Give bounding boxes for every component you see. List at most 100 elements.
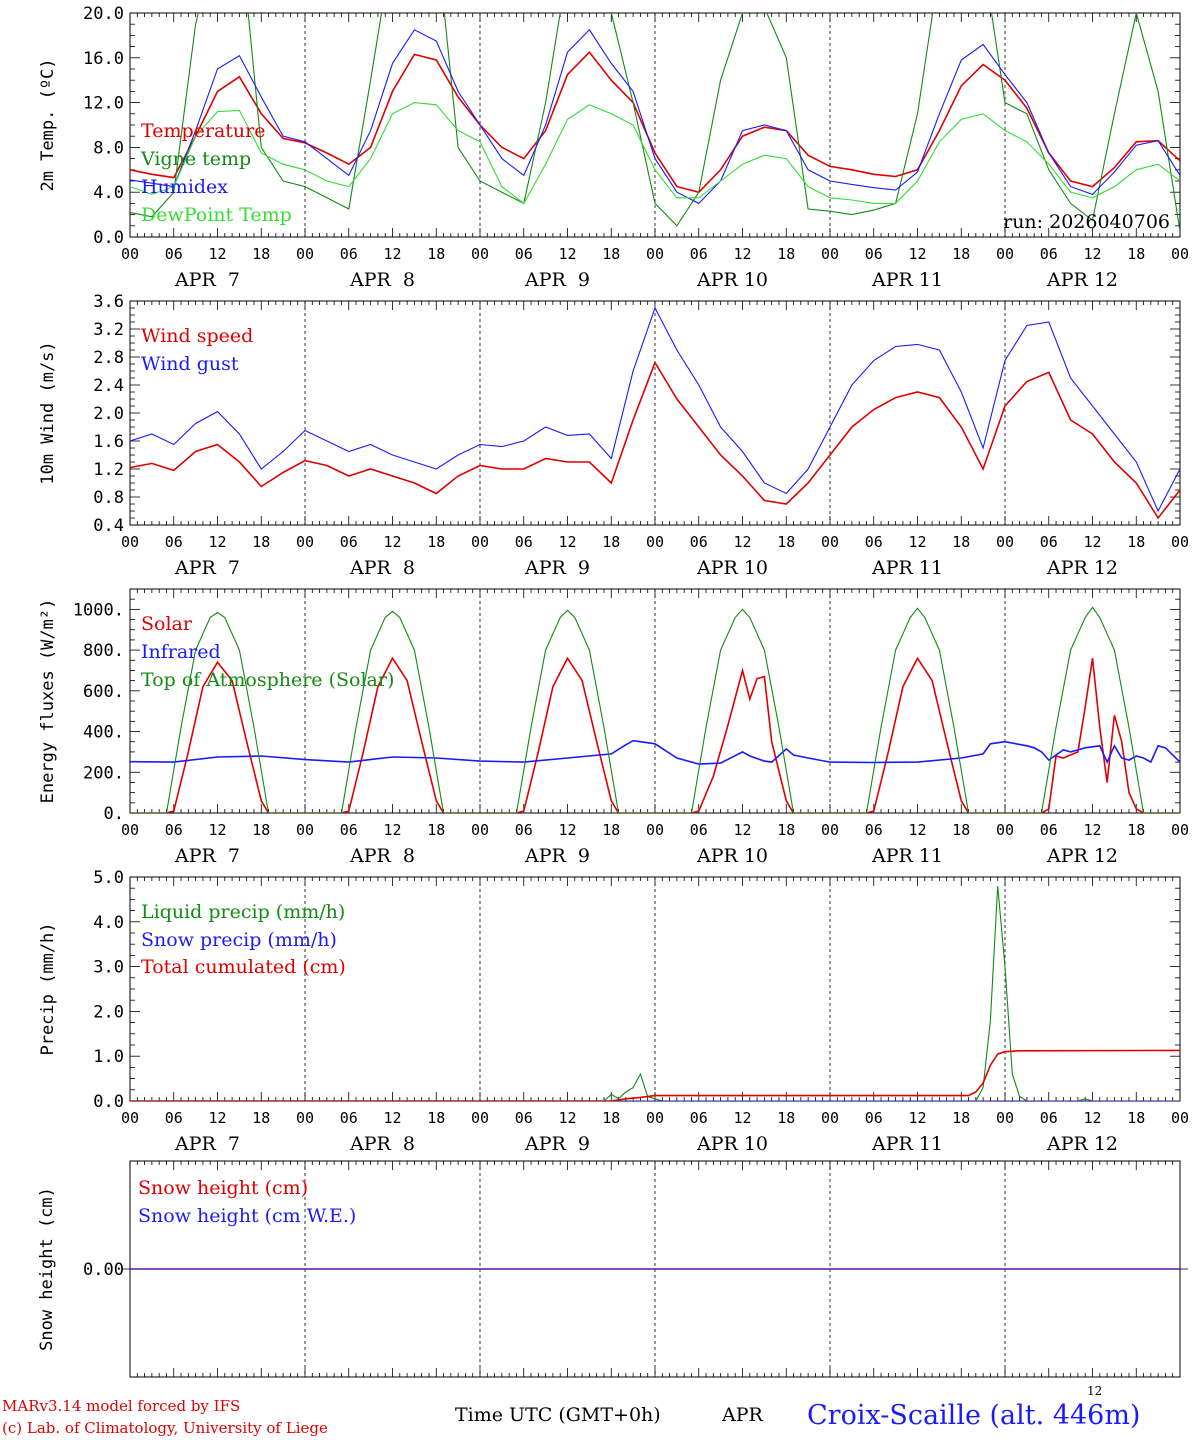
legend-entry: Temperature (141, 120, 265, 142)
hour-label: 18 (602, 1109, 620, 1127)
legend-entry: Infrared (141, 641, 221, 663)
hour-label: 18 (602, 821, 620, 839)
legend-entry: Snow precip (mm/h) (141, 929, 337, 951)
hour-label: 00 (121, 821, 139, 839)
hour-label: 06 (865, 1109, 883, 1127)
y-tick-label: 600. (83, 682, 124, 702)
y-tick-label: 3.2 (93, 320, 124, 340)
y-tick-label: 1.2 (93, 460, 124, 480)
legend-entry: Vigne temp (140, 148, 251, 170)
legend-entry: DewPoint Temp (141, 204, 292, 226)
hour-label: 18 (777, 1109, 795, 1127)
hour-label: 12 (383, 245, 401, 263)
hour-label: 12 (908, 245, 926, 263)
hour-label: 00 (121, 533, 139, 551)
day-label: APR 10 (696, 1133, 768, 1155)
hour-label: 06 (515, 821, 533, 839)
day-label: APR 7 (174, 1133, 240, 1155)
hour-label: 12 (383, 821, 401, 839)
hour-label: 12 (208, 533, 226, 551)
hour-label: 12 (733, 245, 751, 263)
hour-label: 00 (646, 821, 664, 839)
hour-label: 18 (777, 821, 795, 839)
hour-label: 12 (208, 245, 226, 263)
hour-label: 18 (777, 245, 795, 263)
hour-label: 18 (252, 821, 270, 839)
hour-label: 18 (952, 245, 970, 263)
hour-label: 12 (558, 821, 576, 839)
hour-label: 00 (821, 1109, 839, 1127)
day-label: APR 11 (871, 269, 943, 291)
legend-entry: Solar (141, 613, 193, 635)
y-tick-label: 2.4 (93, 376, 124, 396)
y-tick-label: 3.0 (93, 958, 124, 978)
y-axis-title: Snow height (cm) (37, 1187, 57, 1351)
hour-label: 00 (296, 533, 314, 551)
y-tick-label: 2.8 (93, 348, 124, 368)
legend-entry: Wind speed (141, 325, 253, 347)
hour-label: 00 (1171, 533, 1189, 551)
hour-label: 12 (1083, 245, 1101, 263)
hour-label: 18 (602, 533, 620, 551)
hour-label: 00 (296, 245, 314, 263)
day-label: APR 9 (524, 557, 590, 579)
day-label: APR 9 (524, 1133, 590, 1155)
hour-label: 06 (1040, 533, 1058, 551)
y-tick-label: 20.0 (83, 4, 124, 24)
hour-label: 00 (1171, 1109, 1189, 1127)
day-label: APR 12 (1046, 1133, 1118, 1155)
small-day-label: 12 (1087, 1384, 1103, 1398)
hour-label: 00 (996, 533, 1014, 551)
y-tick-label: 0.00 (83, 1260, 124, 1280)
hour-label: 06 (690, 1109, 708, 1127)
legend-entry: Snow height (cm W.E.) (138, 1205, 356, 1227)
y-tick-label: 12.0 (83, 94, 124, 114)
hour-label: 18 (1127, 533, 1145, 551)
hour-label: 06 (1040, 821, 1058, 839)
hour-label: 06 (340, 245, 358, 263)
y-tick-label: 16.0 (83, 49, 124, 69)
hour-label: 06 (340, 1109, 358, 1127)
y-tick-label: 1000. (73, 600, 124, 620)
hour-label: 18 (427, 821, 445, 839)
hour-label: 12 (908, 821, 926, 839)
series-line-humidex (130, 28, 1180, 205)
hour-label: 18 (952, 821, 970, 839)
hour-label: 00 (821, 533, 839, 551)
hour-label: 06 (340, 533, 358, 551)
hour-label: 00 (296, 821, 314, 839)
hour-label: 06 (865, 821, 883, 839)
y-tick-label: 8.0 (93, 138, 124, 158)
legend-entry: Top of Atmosphere (Solar) (141, 669, 394, 691)
hour-label: 12 (383, 1109, 401, 1127)
day-label: APR 9 (524, 845, 590, 867)
legend-entry: Snow height (cm) (138, 1177, 308, 1199)
day-label: APR 9 (524, 269, 590, 291)
hour-label: 00 (471, 245, 489, 263)
hour-label: 12 (733, 533, 751, 551)
series-line-vigne-temp (130, 13, 1180, 232)
month-label: APR (722, 1404, 763, 1426)
day-label: APR 10 (696, 557, 768, 579)
series-line-infrared (130, 739, 1180, 765)
hour-label: 06 (515, 1109, 533, 1127)
hour-label: 12 (208, 821, 226, 839)
hour-label: 18 (427, 533, 445, 551)
hour-label: 00 (646, 1109, 664, 1127)
hour-label: 18 (777, 533, 795, 551)
hour-label: 12 (383, 533, 401, 551)
hour-label: 12 (1083, 533, 1101, 551)
legend-entry: Total cumulated (cm) (141, 956, 346, 978)
y-tick-label: 0.8 (93, 488, 124, 508)
y-tick-label: 2.0 (93, 404, 124, 424)
hour-label: 06 (865, 245, 883, 263)
y-tick-label: 0.0 (93, 228, 124, 248)
time-axis-title: Time UTC (GMT+0h) (455, 1404, 661, 1426)
series-line-liquid-precip-mm-h- (130, 885, 1180, 1101)
hour-label: 00 (121, 245, 139, 263)
hour-label: 06 (1040, 1109, 1058, 1127)
y-tick-label: 400. (83, 723, 124, 743)
hour-label: 00 (646, 245, 664, 263)
day-label: APR 8 (349, 845, 415, 867)
hour-label: 00 (296, 1109, 314, 1127)
